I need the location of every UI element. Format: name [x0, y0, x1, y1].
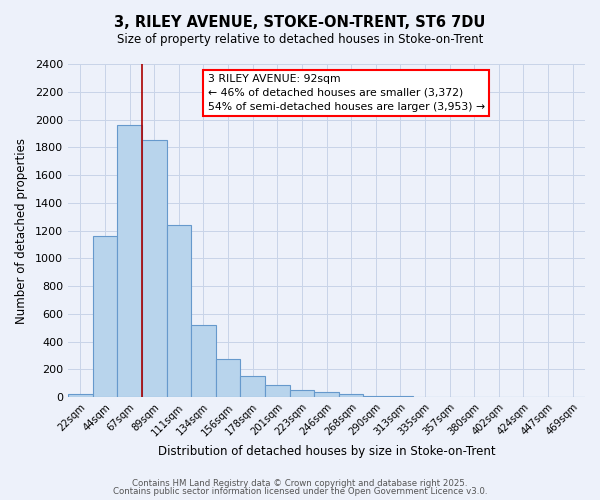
Text: 3 RILEY AVENUE: 92sqm
← 46% of detached houses are smaller (3,372)
54% of semi-d: 3 RILEY AVENUE: 92sqm ← 46% of detached … — [208, 74, 485, 112]
Bar — [290, 390, 314, 397]
Bar — [314, 392, 339, 397]
Text: 3, RILEY AVENUE, STOKE-ON-TRENT, ST6 7DU: 3, RILEY AVENUE, STOKE-ON-TRENT, ST6 7DU — [115, 15, 485, 30]
Bar — [265, 385, 290, 397]
Bar — [339, 394, 364, 397]
Text: Contains public sector information licensed under the Open Government Licence v3: Contains public sector information licen… — [113, 487, 487, 496]
Bar — [388, 396, 413, 397]
Bar — [167, 225, 191, 397]
Bar — [142, 140, 167, 397]
Text: Contains HM Land Registry data © Crown copyright and database right 2025.: Contains HM Land Registry data © Crown c… — [132, 478, 468, 488]
Bar — [92, 236, 117, 397]
Bar — [216, 359, 241, 397]
Y-axis label: Number of detached properties: Number of detached properties — [15, 138, 28, 324]
Text: Size of property relative to detached houses in Stoke-on-Trent: Size of property relative to detached ho… — [117, 32, 483, 46]
Bar — [68, 394, 92, 397]
Bar — [117, 125, 142, 397]
Bar — [191, 325, 216, 397]
X-axis label: Distribution of detached houses by size in Stoke-on-Trent: Distribution of detached houses by size … — [158, 444, 496, 458]
Bar — [364, 396, 388, 397]
Bar — [241, 376, 265, 397]
